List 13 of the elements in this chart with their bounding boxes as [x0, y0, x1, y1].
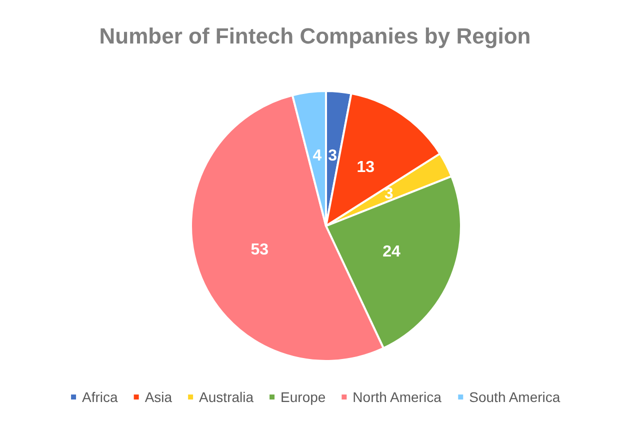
data-label: 13	[356, 159, 375, 176]
chart-title: Number of Fintech Companies by Region	[99, 24, 531, 48]
legend-label: North America	[352, 389, 442, 405]
data-label: 3	[328, 147, 338, 164]
legend-label: Africa	[82, 389, 118, 405]
data-label: 24	[382, 243, 401, 260]
data-label: 3	[384, 185, 394, 202]
legend-label: South America	[469, 389, 560, 405]
legend-label: Europe	[280, 389, 326, 405]
legend-label: Australia	[199, 389, 254, 405]
legend-label: Asia	[144, 389, 172, 405]
data-label: 53	[250, 241, 269, 258]
data-label: 4	[312, 148, 322, 165]
